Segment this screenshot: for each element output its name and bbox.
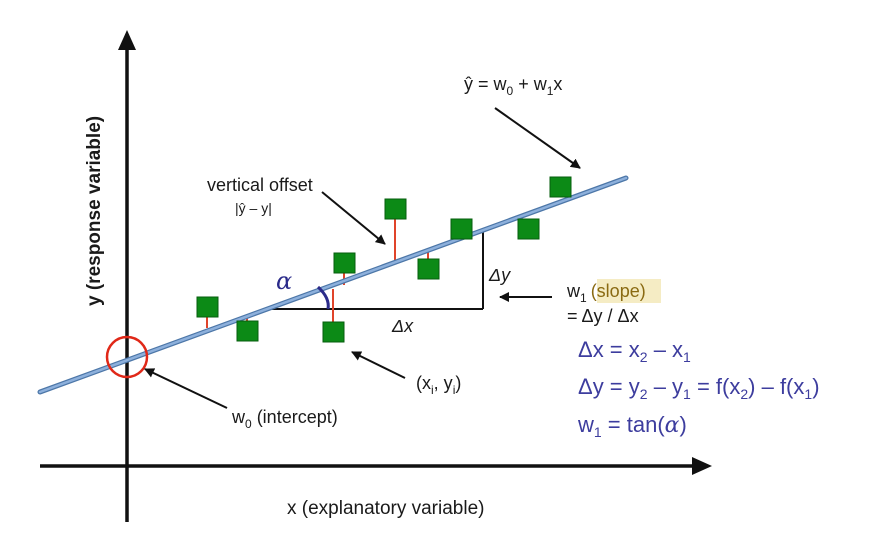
regression-line-highlight [38, 176, 628, 394]
data-point [517, 218, 540, 240]
regression-equation: ŷ = w0 + w1x [464, 74, 562, 98]
data-point [549, 176, 572, 198]
point-label: (xi, yi) [416, 373, 461, 397]
intercept-arrow [144, 368, 228, 409]
data-point [450, 218, 473, 240]
slope-highlight [597, 279, 661, 303]
angle-arc [316, 285, 330, 310]
data-point [236, 320, 259, 342]
slope-definition: = Δy / Δx [567, 306, 639, 326]
x-axis-label: x (explanatory variable) [287, 498, 484, 519]
delta-x-label: Δx [391, 316, 414, 336]
data-point [384, 198, 407, 220]
formula-w1-tan: w1 = tan(α) [577, 412, 687, 440]
vertical-offset-formula: |ŷ – y| [235, 200, 272, 216]
vertical-offset-label: vertical offset [207, 175, 313, 195]
data-point [333, 252, 356, 274]
formula-delta-y: Δy = y2 – y1 = f(x2) – f(x1) [578, 374, 820, 402]
point-arrow [351, 351, 406, 379]
data-point [196, 296, 219, 318]
data-points [196, 176, 572, 343]
data-point [322, 321, 345, 343]
residuals [206, 209, 429, 332]
intercept-circle [105, 335, 149, 379]
intercept-label: w0 (intercept) [231, 407, 338, 431]
alpha-label: α [276, 267, 292, 295]
y-axis-arrowhead [118, 30, 136, 50]
vertical-offset-arrow [321, 191, 386, 245]
slope-label: w1 (slope) [566, 281, 646, 305]
y-axis-label: y (response variable) [84, 116, 105, 306]
x-axis-arrowhead [692, 457, 712, 475]
data-point [417, 258, 440, 280]
delta-y-label: Δy [488, 265, 511, 285]
equation-arrow [494, 107, 581, 169]
formula-delta-x: Δx = x2 – x1 [578, 337, 691, 365]
